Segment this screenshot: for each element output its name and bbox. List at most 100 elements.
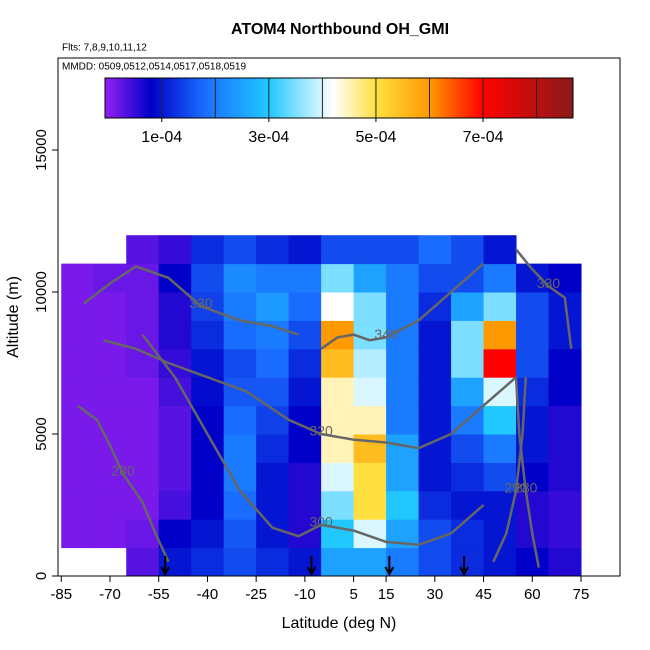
heat-cell — [223, 519, 257, 549]
heat-cell — [256, 547, 290, 577]
heat-cell — [321, 462, 355, 492]
heat-cell — [126, 519, 160, 549]
flight-arrow — [306, 556, 317, 577]
heat-cell — [288, 320, 322, 350]
contour-line — [320, 262, 485, 350]
contour-label: 320 — [309, 423, 333, 439]
heat-cell — [61, 434, 95, 463]
heat-cell — [321, 235, 355, 265]
heat-cell — [386, 490, 420, 520]
heat-cell — [353, 320, 387, 350]
heat-cell — [418, 348, 452, 378]
y-tick-label: 10000 — [33, 271, 50, 313]
heat-cell — [158, 292, 192, 321]
x-tick-label: 75 — [573, 586, 590, 603]
heat-cell — [61, 263, 95, 293]
heat-cell — [191, 405, 225, 435]
heat-cell — [548, 547, 582, 577]
heat-cell — [256, 434, 290, 463]
heat-cell — [483, 292, 517, 321]
contour-label: 330 — [189, 295, 213, 311]
heat-cell — [516, 377, 550, 407]
heat-cell — [353, 547, 387, 577]
contour-label: 290 — [504, 480, 528, 496]
heat-cell — [93, 263, 127, 293]
heat-cell — [223, 320, 257, 350]
heat-cell — [191, 292, 225, 321]
heat-cell — [256, 348, 290, 378]
heat-cell — [288, 377, 322, 407]
flight-arrow — [384, 556, 395, 577]
heat-cell — [516, 547, 550, 577]
heat-cell — [418, 490, 452, 520]
x-tick-label: 30 — [426, 586, 443, 603]
heat-cell — [548, 490, 582, 520]
heat-cell — [158, 405, 192, 435]
heat-cell — [353, 292, 387, 321]
heat-cell — [61, 490, 95, 520]
heat-cell — [516, 348, 550, 378]
heat-cell — [288, 235, 322, 265]
contour-label: 340 — [374, 326, 398, 342]
heat-cell — [516, 320, 550, 350]
x-tick-label: -55 — [148, 586, 170, 603]
contour-label: 280 — [514, 480, 538, 496]
heat-cell — [126, 348, 160, 378]
contour-line — [141, 333, 485, 547]
heat-cell — [386, 235, 420, 265]
heat-cell — [223, 348, 257, 378]
heat-cell — [321, 292, 355, 321]
x-axis-label: Latitude (deg N) — [282, 615, 397, 632]
heat-cell — [158, 434, 192, 463]
heat-cell — [191, 462, 225, 492]
heat-cell — [223, 405, 257, 435]
heat-cell — [61, 292, 95, 321]
heat-cell — [548, 263, 582, 293]
heat-cell — [158, 377, 192, 407]
heat-cell — [516, 292, 550, 321]
heat-cell — [451, 434, 485, 463]
heat-cell — [191, 320, 225, 350]
heat-cell — [288, 547, 322, 577]
colorbar — [104, 77, 574, 119]
heat-cell — [288, 405, 322, 435]
heat-cell — [158, 320, 192, 350]
heat-cell — [158, 263, 192, 293]
heat-cell — [321, 405, 355, 435]
flight-arrow — [160, 556, 171, 577]
heat-cell — [516, 490, 550, 520]
heat-cell — [451, 462, 485, 492]
heat-cell — [256, 263, 290, 293]
heat-cell — [61, 462, 95, 492]
heat-cell — [548, 462, 582, 492]
heat-cell — [223, 547, 257, 577]
heat-cell — [483, 405, 517, 435]
x-tick-label: -70 — [99, 586, 121, 603]
heat-cell — [321, 547, 355, 577]
heat-cell — [418, 235, 452, 265]
heat-cell — [288, 348, 322, 378]
heat-cell — [451, 547, 485, 577]
heat-cell — [353, 519, 387, 549]
heat-cell — [93, 405, 127, 435]
heat-cell — [451, 519, 485, 549]
cbar-tick-label: 7e-04 — [463, 129, 504, 146]
heat-cell — [126, 547, 160, 577]
y-tick-label: 5000 — [33, 417, 50, 450]
heat-cell — [483, 434, 517, 463]
heat-cell — [353, 377, 387, 407]
heat-cell — [223, 263, 257, 293]
heat-cell — [191, 263, 225, 293]
heat-cell — [418, 462, 452, 492]
heat-cell — [256, 462, 290, 492]
heat-cell — [223, 434, 257, 463]
heat-cell — [386, 462, 420, 492]
subtitle: Flts: 7,8,9,10,11,12 — [62, 43, 147, 54]
heat-cell — [548, 320, 582, 350]
heat-cell — [353, 462, 387, 492]
heat-cell — [451, 348, 485, 378]
heat-cell — [288, 263, 322, 293]
heat-cell — [483, 462, 517, 492]
heat-cell — [483, 263, 517, 293]
